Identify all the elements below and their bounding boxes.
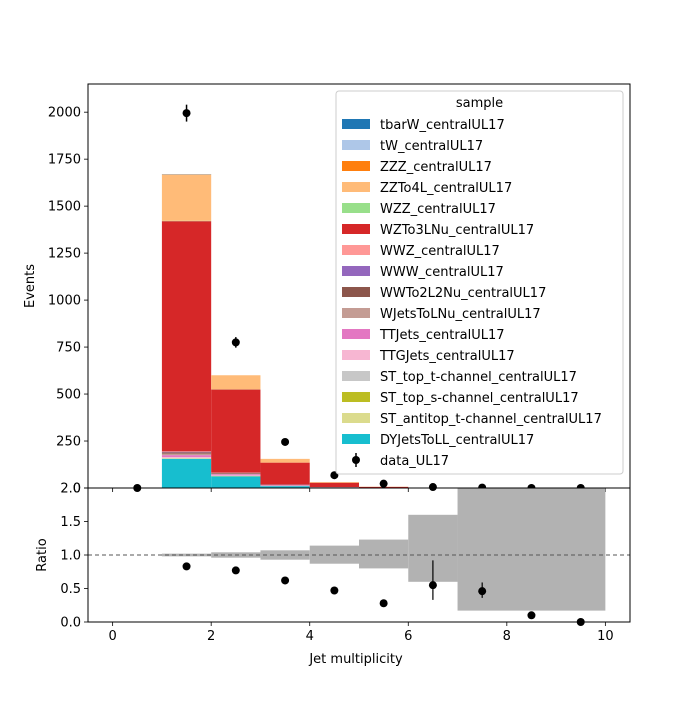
legend-entry-label: ZZZ_centralUL17 — [380, 160, 492, 175]
legend-entry-label: tW_centralUL17 — [380, 139, 483, 154]
ratio-point — [232, 566, 240, 574]
ratio-point — [380, 599, 388, 607]
y-tick-label: 2000 — [48, 106, 81, 121]
bar-segment — [162, 457, 211, 458]
y-tick-label: 500 — [56, 388, 81, 403]
bar-segment — [310, 482, 359, 483]
ratio-point — [281, 576, 289, 584]
bar-segment — [211, 476, 260, 488]
legend-entry-label: ST_antitop_t-channel_centralUL17 — [380, 412, 602, 427]
x-tick-label: 4 — [306, 629, 314, 644]
x-axis-label: Jet multiplicity — [308, 652, 403, 667]
legend-entry-label: tbarW_centralUL17 — [380, 118, 505, 133]
legend-title: sample — [456, 96, 503, 111]
legend-swatch — [342, 140, 370, 150]
legend-swatch — [342, 119, 370, 129]
bar-segment — [211, 473, 260, 474]
x-tick-label: 2 — [207, 629, 215, 644]
ratio-point — [527, 611, 535, 619]
y-tick-label: 250 — [56, 435, 81, 450]
legend: sample tbarW_centralUL17 tW_centralUL17 ZZZ… — [336, 91, 623, 474]
legend-swatch — [342, 224, 370, 234]
bar-segment — [162, 175, 211, 221]
bar-segment — [162, 452, 211, 453]
y-tick-label: 1750 — [48, 153, 81, 168]
legend-swatch — [342, 371, 370, 381]
legend-entry-label: TTJets_centralUL17 — [379, 328, 505, 343]
legend-swatch — [342, 308, 370, 318]
ratio-uncertainty-band — [359, 540, 408, 569]
legend-swatch — [342, 266, 370, 276]
bar-segment — [211, 474, 260, 475]
bar-segment — [162, 459, 211, 488]
x-tick-label: 0 — [108, 629, 116, 644]
legend-swatch — [342, 287, 370, 297]
legend-swatch — [342, 413, 370, 423]
ratio-point — [183, 562, 191, 570]
ratio-point — [429, 581, 437, 589]
bar-segment — [211, 390, 260, 473]
ratio-y-tick-label: 0.0 — [60, 616, 81, 631]
bar-segment — [310, 483, 359, 487]
y-tick-label: 750 — [56, 341, 81, 356]
y-axis-label-ratio: Ratio — [35, 538, 50, 571]
bar-segment — [162, 458, 211, 459]
legend-entry-label: ST_top_t-channel_centralUL17 — [380, 370, 577, 385]
legend-data-marker — [352, 456, 360, 464]
x-tick-label: 6 — [404, 629, 412, 644]
ratio-y-tick-label: 2.0 — [60, 482, 81, 497]
y-tick-label: 1000 — [48, 294, 81, 309]
legend-swatch — [342, 245, 370, 255]
bar-segment — [211, 474, 260, 475]
legend-entry-label: WZZ_centralUL17 — [380, 202, 496, 217]
y-tick-label: 1500 — [48, 200, 81, 215]
y-tick-label: 1250 — [48, 247, 81, 262]
bar-segment — [260, 485, 309, 486]
legend-entry-label: TTGJets_centralUL17 — [379, 349, 515, 364]
data-point — [183, 109, 191, 117]
x-tick-label: 8 — [503, 629, 511, 644]
legend-swatch — [342, 182, 370, 192]
legend-entry-label: ZZTo4L_centralUL17 — [380, 181, 512, 196]
bar-segment — [260, 463, 309, 485]
legend-swatch — [342, 161, 370, 171]
y-axis-label-events: Events — [23, 264, 38, 308]
bar-segment — [211, 375, 260, 389]
data-point — [380, 480, 388, 488]
bar-segment — [162, 452, 211, 453]
legend-swatch — [342, 203, 370, 213]
legend-entry-label: DYJetsToLL_centralUL17 — [380, 433, 534, 448]
data-point — [429, 483, 437, 491]
ratio-y-tick-label: 1.0 — [60, 549, 81, 564]
legend-swatch — [342, 329, 370, 339]
legend-entry-label: ST_top_s-channel_centralUL17 — [380, 391, 579, 406]
legend-entry-label: WZTo3LNu_centralUL17 — [380, 223, 534, 238]
bar-segment — [260, 459, 309, 463]
legend-swatch — [342, 434, 370, 444]
legend-entry-label: data_UL17 — [380, 454, 449, 469]
legend-swatch — [342, 350, 370, 360]
legend-entry-label: WWTo2L2Nu_centralUL17 — [380, 286, 546, 301]
ratio-y-tick-label: 0.5 — [60, 582, 81, 597]
x-tick-label: 10 — [597, 629, 614, 644]
ratio-panel: 0.0 0.5 1.0 1.5 2.0 0 2 4 6 8 10 — [60, 482, 630, 645]
ratio-y-tick-label: 1.5 — [60, 515, 81, 530]
ratio-point — [478, 587, 486, 595]
data-point — [281, 438, 289, 446]
legend-entry-label: WWZ_centralUL17 — [380, 244, 500, 259]
bar-segment — [162, 221, 211, 451]
bar-segment — [162, 455, 211, 457]
legend-entry-label: WJetsToLNu_centralUL17 — [380, 307, 541, 322]
ratio-point — [330, 587, 338, 595]
bar-segment — [162, 454, 211, 456]
legend-swatch — [342, 392, 370, 402]
data-point — [232, 338, 240, 346]
legend-entry-label: WWW_centralUL17 — [380, 265, 504, 280]
